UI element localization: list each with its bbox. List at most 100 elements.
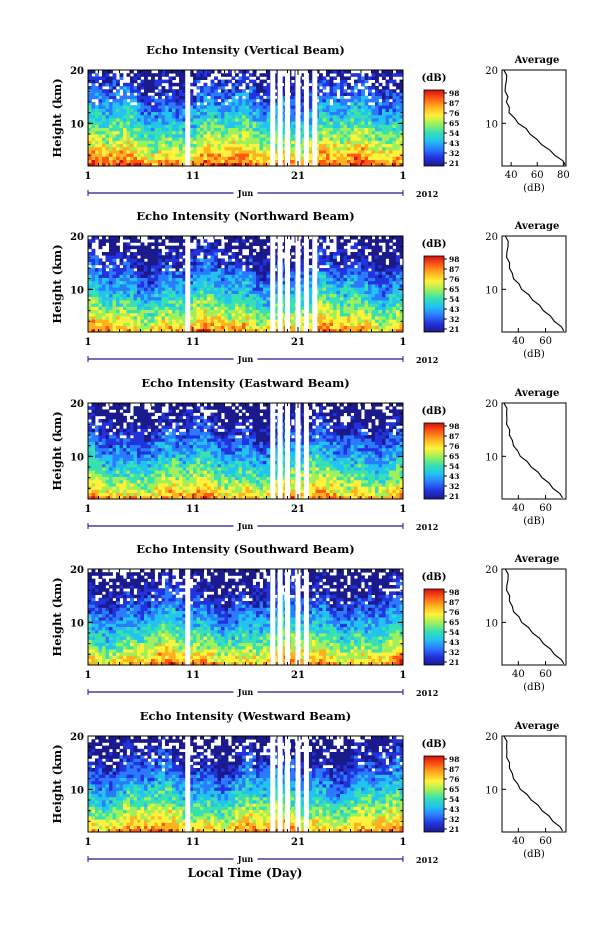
heatmap-cell xyxy=(239,274,243,278)
heatmap-cell xyxy=(169,271,173,275)
heatmap-cell xyxy=(99,271,103,275)
heatmap-cell xyxy=(263,262,267,266)
heatmap-cell xyxy=(379,306,383,310)
heatmap-cell xyxy=(382,274,386,278)
heatmap-cell xyxy=(393,92,397,96)
heatmap-cell xyxy=(361,236,365,240)
heatmap-cell xyxy=(351,92,355,96)
heatmap-cell xyxy=(344,310,348,314)
heatmap-cell xyxy=(134,274,138,278)
heatmap-cell xyxy=(151,268,155,272)
heatmap-cell xyxy=(267,284,271,288)
heatmap-cell xyxy=(141,160,145,164)
heatmap-cell xyxy=(176,92,180,96)
heatmap-cell xyxy=(239,76,243,80)
heatmap-cell xyxy=(158,144,162,148)
heatmap-cell xyxy=(200,118,204,122)
heatmap-cell xyxy=(358,278,362,282)
heatmap-cell xyxy=(162,326,166,330)
heatmap-cell xyxy=(263,112,267,116)
heatmap-cell xyxy=(260,115,264,119)
heatmap-cell xyxy=(347,128,351,132)
heatmap-cell xyxy=(249,147,253,151)
heatmap-cell xyxy=(123,150,127,154)
heatmap-cell xyxy=(207,73,211,77)
heatmap-cell xyxy=(393,134,397,138)
heatmap-cell xyxy=(102,303,106,307)
heatmap-cell xyxy=(323,255,327,259)
heatmap-cell xyxy=(106,99,110,103)
heatmap-cell xyxy=(218,268,222,272)
heatmap-cell xyxy=(106,128,110,132)
heatmap-cell xyxy=(165,262,169,266)
heatmap-cell xyxy=(232,134,236,138)
heatmap-cell xyxy=(379,160,383,164)
colorbar-tick-label: 87 xyxy=(449,99,459,108)
heatmap-cell xyxy=(218,326,222,330)
heatmap-cell xyxy=(246,246,250,250)
heatmap-cell xyxy=(323,252,327,256)
heatmap-cell xyxy=(109,76,113,80)
heatmap-cell xyxy=(197,134,201,138)
heatmap-cell xyxy=(127,255,131,259)
heatmap-cell xyxy=(340,252,344,256)
heatmap-cell xyxy=(256,278,260,282)
heatmap-cell xyxy=(158,281,162,285)
heatmap-cell xyxy=(204,96,208,100)
heatmap-cell xyxy=(221,278,225,282)
heatmap-cell xyxy=(337,105,341,109)
heatmap-cell xyxy=(291,278,295,282)
heatmap-cell xyxy=(235,156,239,160)
heatmap-cell xyxy=(169,137,173,141)
heatmap-cell xyxy=(260,284,264,288)
heatmap-cell xyxy=(375,108,379,112)
heatmap-cell xyxy=(242,290,246,294)
heatmap-cell xyxy=(134,287,138,291)
heatmap-cell xyxy=(358,92,362,96)
heatmap-cell xyxy=(358,80,362,84)
heatmap-cell xyxy=(344,252,348,256)
heatmap-cell xyxy=(158,271,162,275)
heatmap-cell xyxy=(246,287,250,291)
heatmap-cell xyxy=(358,89,362,93)
heatmap-cell xyxy=(225,140,229,144)
heatmap-cell xyxy=(123,92,127,96)
heatmap-cell xyxy=(246,322,250,326)
heatmap-cell xyxy=(214,278,218,282)
heatmap-cell xyxy=(109,144,113,148)
heatmap-cell xyxy=(120,313,124,317)
heatmap-cell xyxy=(267,105,271,109)
heatmap-cell xyxy=(134,112,138,116)
heatmap-cell xyxy=(372,252,376,256)
heatmap-cell xyxy=(141,73,145,77)
heatmap-cell xyxy=(375,262,379,266)
heatmap-cell xyxy=(326,153,330,157)
heatmap-cell xyxy=(393,137,397,141)
heatmap-cell xyxy=(134,252,138,256)
heatmap-cell xyxy=(333,322,337,326)
heatmap-cell xyxy=(340,131,344,135)
heatmap-cell xyxy=(260,249,264,253)
heatmap-cell xyxy=(130,160,134,164)
heatmap-cell xyxy=(249,306,253,310)
heatmap-cell xyxy=(158,96,162,100)
heatmap-cell xyxy=(123,306,127,310)
heatmap-cell xyxy=(106,258,110,262)
heatmap-cell xyxy=(88,252,92,256)
heatmap-cell xyxy=(249,115,253,119)
heatmap-cell xyxy=(344,239,348,243)
heatmap-cell xyxy=(375,89,379,93)
heatmap-cell xyxy=(375,86,379,90)
heatmap-cell xyxy=(344,153,348,157)
heatmap-cell xyxy=(207,326,211,330)
heatmap-cell xyxy=(200,300,204,304)
heatmap-cell xyxy=(361,290,365,294)
heatmap-cell xyxy=(106,310,110,314)
heatmap-cell xyxy=(347,150,351,154)
heatmap-cell xyxy=(372,70,376,74)
heatmap-cell xyxy=(256,252,260,256)
heatmap-cell xyxy=(267,73,271,77)
heatmap-cell xyxy=(197,118,201,122)
heatmap-cell xyxy=(344,255,348,259)
heatmap-cell xyxy=(99,112,103,116)
